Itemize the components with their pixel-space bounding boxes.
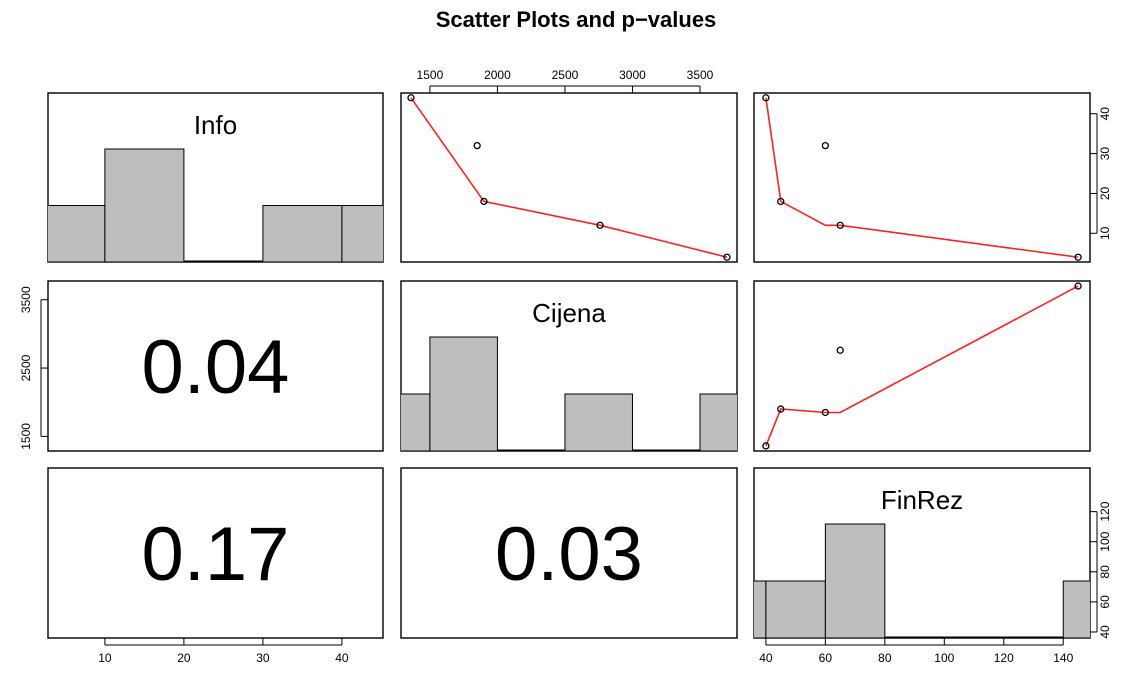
y-tick-label-info: 10 bbox=[1098, 226, 1112, 240]
x-tick-label-cijena: 2500 bbox=[552, 68, 579, 82]
scatter-point-info_vs_finrez bbox=[836, 221, 844, 229]
histogram-bar-finrez bbox=[754, 580, 767, 638]
histogram-bar-cijena bbox=[429, 336, 498, 451]
y-tick-label-finrez: 120 bbox=[1098, 501, 1112, 521]
histogram-bar-info bbox=[262, 205, 343, 262]
panel-frame-0-2 bbox=[753, 92, 1091, 263]
scatter-point-info_vs_cijena bbox=[473, 141, 481, 150]
x-tick-label-finrez: 60 bbox=[819, 651, 833, 665]
histogram-bar-cijena bbox=[401, 393, 431, 451]
histogram-bar-finrez bbox=[1062, 580, 1090, 638]
variable-label-cijena: Cijena bbox=[532, 298, 606, 328]
panel-frame-1-2 bbox=[753, 280, 1091, 452]
x-tick-label-cijena: 1500 bbox=[417, 68, 444, 82]
x-tick-label-info: 40 bbox=[335, 651, 349, 665]
axes-layer: 10 20 30 40 40 60 80 100 120 140 1500 2000 2500 3000 3… bbox=[19, 68, 1112, 665]
scatter-point-cijena_vs_finrez bbox=[1074, 282, 1082, 290]
x-tick-label-info: 20 bbox=[177, 651, 191, 665]
histogram-bar-cijena bbox=[699, 393, 737, 451]
y-tick-label-finrez: 60 bbox=[1098, 595, 1112, 609]
y-tick-label-cijena: 2500 bbox=[19, 354, 33, 381]
scatter-point-info_vs_cijena bbox=[596, 221, 604, 229]
panel-frame-2-0 bbox=[47, 467, 384, 639]
variable-label-info: Info bbox=[194, 110, 237, 140]
x-tick-label-finrez: 80 bbox=[878, 651, 892, 665]
histogram-bar-finrez bbox=[765, 580, 826, 638]
x-tick-label-cijena: 3500 bbox=[687, 68, 714, 82]
y-tick-label-info: 20 bbox=[1098, 186, 1112, 200]
chart-title: Scatter Plots and p−values bbox=[436, 7, 717, 32]
y-tick-label-info: 40 bbox=[1098, 107, 1112, 121]
scatter-point-cijena_vs_finrez bbox=[836, 346, 844, 354]
scatter-point-cijena_vs_finrez bbox=[821, 408, 830, 417]
scatter-point-info_vs_cijena bbox=[480, 197, 488, 206]
panel-frame-0-0 bbox=[47, 92, 384, 263]
variable-label-finrez: FinRez bbox=[881, 485, 963, 515]
y-tick-label-finrez: 100 bbox=[1098, 531, 1112, 551]
scatter-point-cijena_vs_finrez bbox=[777, 405, 785, 413]
p-value-0: 0.04 bbox=[142, 325, 290, 410]
x-tick-label-info: 30 bbox=[256, 651, 270, 665]
histogram-bar-info bbox=[48, 205, 106, 262]
histogram-bar-finrez bbox=[824, 523, 886, 638]
x-tick-label-cijena: 3000 bbox=[619, 68, 646, 82]
panel-frame-1-0 bbox=[47, 280, 384, 452]
histogram-info bbox=[48, 148, 383, 262]
y-tick-label-cijena: 3500 bbox=[19, 286, 33, 313]
y-tick-label-info: 30 bbox=[1098, 147, 1112, 161]
scatter-point-cijena_vs_finrez bbox=[762, 442, 770, 450]
x-tick-label-info: 10 bbox=[98, 651, 112, 665]
smooth-line-info_vs_finrez bbox=[765, 97, 1079, 258]
smooth-line-info_vs_cijena bbox=[410, 97, 728, 258]
p-value-2: 0.03 bbox=[495, 512, 643, 597]
histogram-cijena bbox=[401, 336, 737, 451]
histogram-bar-info bbox=[341, 205, 383, 262]
x-tick-label-finrez: 140 bbox=[1053, 651, 1073, 665]
scatter-point-info_vs_cijena bbox=[407, 94, 415, 102]
scatter-point-info_vs_finrez bbox=[1074, 253, 1082, 261]
scatter-point-info_vs_finrez bbox=[821, 141, 830, 150]
panel-frame-2-2 bbox=[753, 467, 1091, 639]
histogram-bar-cijena bbox=[564, 393, 633, 451]
smooth-line-cijena_vs_finrez bbox=[765, 285, 1079, 447]
panel-grid: Info Cijena FinRez 0.04 0.17 0.03 bbox=[47, 92, 1091, 639]
scatter-point-info_vs_finrez bbox=[777, 197, 785, 206]
scatter-point-info_vs_cijena bbox=[723, 253, 731, 261]
p-value-1: 0.17 bbox=[142, 512, 290, 597]
x-tick-label-finrez: 100 bbox=[934, 651, 954, 665]
histogram-finrez bbox=[754, 523, 1090, 638]
y-tick-label-finrez: 40 bbox=[1098, 625, 1112, 639]
x-tick-label-finrez: 40 bbox=[759, 651, 773, 665]
y-tick-label-finrez: 80 bbox=[1098, 565, 1112, 579]
x-tick-label-cijena: 2000 bbox=[484, 68, 511, 82]
panel-frame-2-1 bbox=[400, 467, 738, 639]
histogram-bar-info bbox=[104, 148, 185, 262]
x-tick-label-finrez: 120 bbox=[994, 651, 1014, 665]
scatter-point-info_vs_finrez bbox=[762, 94, 770, 102]
panel-frame-0-1 bbox=[400, 92, 738, 263]
y-tick-label-cijena: 1500 bbox=[19, 423, 33, 450]
